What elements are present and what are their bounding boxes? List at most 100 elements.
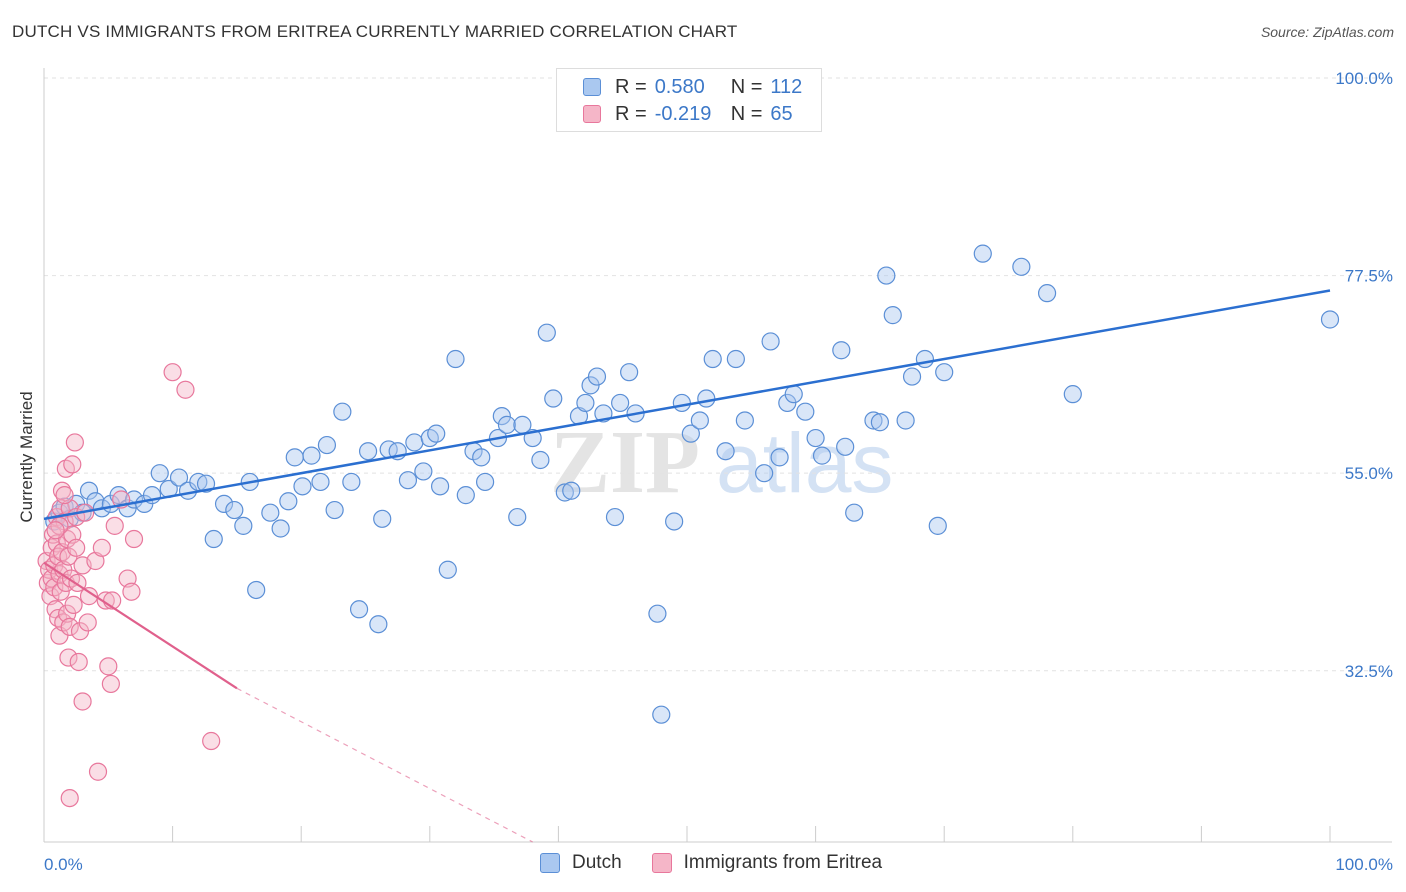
dutch-point-88 (761, 332, 780, 351)
eritrea-point-57 (122, 582, 141, 601)
dutch-point-65 (555, 483, 574, 502)
dutch-point-64 (544, 389, 563, 408)
dutch-point-85 (726, 349, 745, 369)
r-label: R = (615, 102, 647, 125)
dutch-point-54 (472, 448, 491, 467)
dutch-point-76 (648, 604, 667, 623)
dutch-point-57 (492, 406, 511, 426)
dutch-point-89 (770, 448, 789, 467)
watermark-atlas: atlas (716, 416, 893, 510)
dutch-point-22 (214, 494, 234, 514)
eritrea-point-44 (78, 613, 97, 632)
dutch-point-36 (333, 402, 352, 421)
eritrea-swatch (583, 105, 601, 123)
dutch-point-33 (311, 472, 330, 492)
dutch-point-38 (349, 600, 369, 619)
legend-item-dutch[interactable]: Dutch (540, 852, 622, 874)
eritrea-point-64 (202, 731, 221, 751)
dutch-point-15 (150, 464, 169, 483)
series-eritrea (37, 363, 221, 808)
dutch-point-40 (369, 615, 388, 634)
eritrea-point-50 (99, 657, 118, 676)
eritrea-trend-extension (236, 687, 533, 843)
dutch-point-95 (832, 341, 851, 360)
eritrea-point-35 (65, 433, 84, 452)
dutch-point-103 (902, 367, 922, 386)
dutch-point-73 (611, 393, 630, 413)
dutch-point-52 (456, 486, 475, 505)
dutch-point-108 (1012, 257, 1031, 276)
dutch-point-45 (405, 433, 424, 452)
dutch-point-59 (508, 507, 527, 527)
x-tick-label-min: 0.0% (44, 855, 83, 874)
y-tick-label-1: 55.0% (1345, 464, 1393, 483)
dutch-point-81 (690, 411, 709, 430)
dutch-point-51 (446, 349, 465, 369)
dutch-point-34 (317, 435, 337, 455)
legend-item-eritrea[interactable]: Immigrants from Eritrea (651, 852, 882, 874)
y-tick-label-0: 32.5% (1345, 662, 1393, 681)
dutch-swatch (583, 78, 601, 96)
eritrea-point-42 (73, 692, 92, 711)
trend-lines (43, 289, 1331, 843)
dutch-point-98 (864, 411, 883, 430)
dutch-point-58 (497, 415, 517, 434)
y-tick-labels: 32.5% 55.0% 77.5% 100.0% (1335, 69, 1393, 681)
dutch-point-97 (845, 503, 864, 522)
x-tick-labels: 0.0% 100.0% (44, 855, 1393, 874)
dutch-point-46 (414, 462, 433, 481)
dutch-point-99 (870, 413, 890, 432)
dutch-point-66 (562, 481, 581, 500)
dutch-point-27 (261, 503, 280, 522)
dutch-point-96 (836, 437, 855, 456)
dutch-point-107 (973, 244, 992, 263)
dutch-point-102 (896, 411, 915, 430)
n-label: N = (730, 75, 763, 98)
dutch-point-23 (225, 500, 244, 520)
dutch-point-83 (703, 349, 722, 369)
dutch-point-93 (806, 428, 825, 448)
dutch-point-28 (271, 519, 290, 538)
eritrea-point-32 (63, 455, 82, 474)
dutch-point-70 (587, 367, 607, 386)
eritrea-point-60 (60, 788, 79, 808)
eritrea-point-51 (101, 674, 120, 694)
eritrea-point-48 (92, 538, 111, 557)
dutch-point-62 (531, 450, 550, 470)
dutch-point-109 (1037, 284, 1057, 303)
dutch-point-105 (928, 516, 947, 535)
eritrea-point-61 (55, 486, 74, 505)
eritrea-point-52 (105, 516, 124, 535)
chart-title: DUTCH VS IMMIGRANTS FROM ERITREA CURRENT… (12, 22, 738, 41)
eritrea-point-27 (59, 648, 78, 667)
stats-legend: R = 0.580 N = 112 R = -0.219 N = 65 (556, 68, 822, 132)
dutch-point-17 (169, 468, 189, 487)
watermark-zip: ZIP (550, 413, 700, 512)
dutch-point-29 (279, 492, 298, 511)
dutch-point-35 (325, 500, 344, 520)
dutch-point-50 (438, 560, 457, 579)
dutch-trend-line (43, 289, 1331, 521)
legend-label-dutch: Dutch (572, 852, 622, 873)
n-value: 112 (770, 75, 803, 98)
dutch-point-48 (427, 424, 446, 443)
dutch-point-63 (537, 323, 556, 342)
r-value: -0.219 (654, 102, 712, 125)
dutch-point-101 (883, 306, 902, 325)
stats-row-dutch: R = 0.580 N = 112 (583, 75, 802, 99)
eritrea-point-58 (163, 363, 182, 382)
dutch-point-91 (784, 385, 803, 404)
dutch-point-104 (915, 349, 935, 369)
dutch-point-55 (475, 472, 495, 492)
eritrea-trend-line (43, 561, 238, 690)
dutch-point-87 (755, 464, 774, 483)
eritrea-point-59 (176, 380, 195, 399)
gridlines (44, 77, 1392, 672)
watermark: ZIP atlas (550, 413, 893, 512)
dutch-point-49 (430, 477, 450, 496)
eritrea-point-30 (60, 617, 79, 636)
dutch-point-106 (935, 363, 954, 382)
eritrea-point-39 (69, 652, 88, 672)
eritrea-point-45 (79, 587, 99, 606)
